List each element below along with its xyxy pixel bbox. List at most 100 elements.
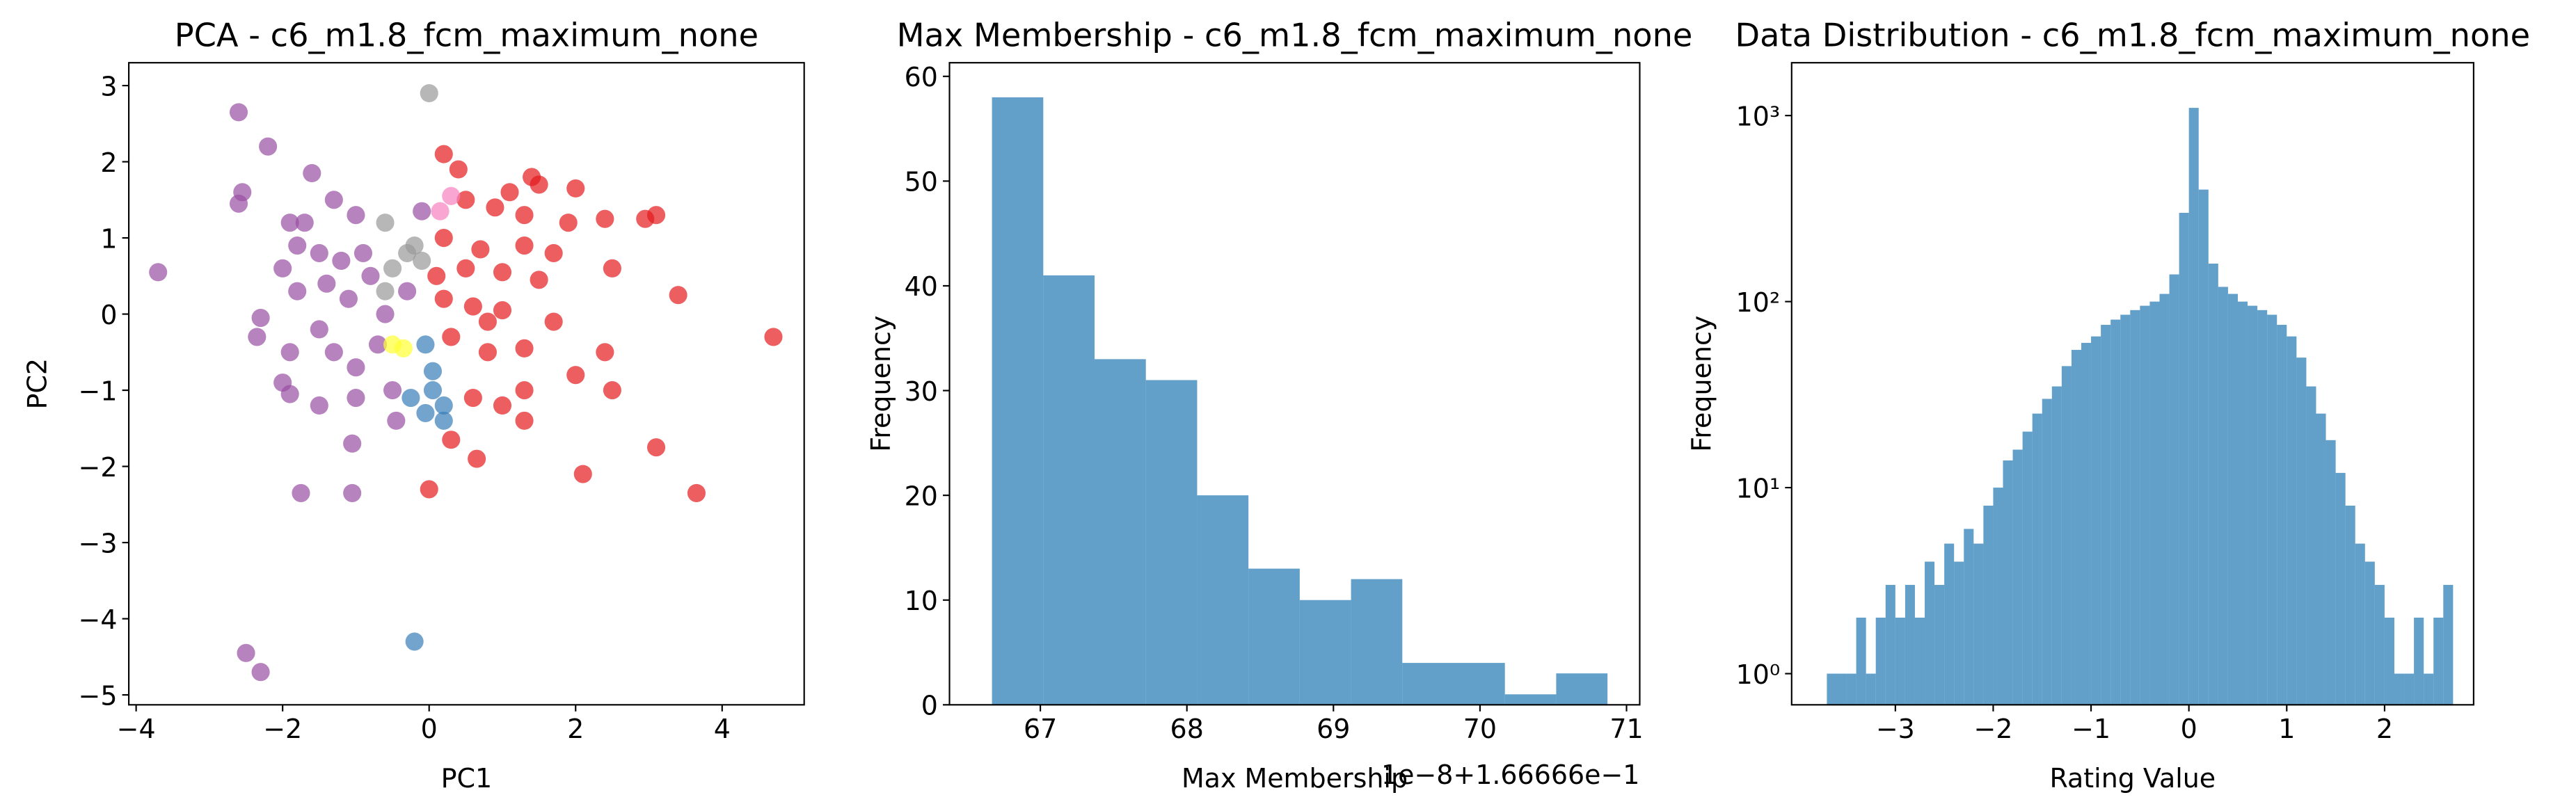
y-tick-label: 20 xyxy=(905,481,938,511)
bar xyxy=(2120,314,2131,705)
point xyxy=(493,396,512,415)
bar xyxy=(1993,488,2003,705)
point xyxy=(353,243,373,263)
point xyxy=(288,236,307,255)
bar xyxy=(1095,359,1146,705)
bar xyxy=(2277,325,2287,705)
x-axis-label: Max Membership xyxy=(1182,763,1408,794)
bar xyxy=(2149,301,2160,705)
bar xyxy=(2071,350,2082,705)
bar xyxy=(2218,287,2228,705)
bar xyxy=(2130,310,2140,705)
x-tick-label: 69 xyxy=(1317,714,1350,744)
point xyxy=(273,259,292,278)
y-tick-label: 40 xyxy=(905,271,938,302)
bar xyxy=(1145,380,1198,705)
axes-frame xyxy=(1790,62,2474,706)
bar xyxy=(2394,673,2405,705)
bar xyxy=(2345,505,2355,705)
point xyxy=(376,214,395,232)
point xyxy=(530,271,548,289)
bar xyxy=(2227,294,2238,705)
bar xyxy=(2159,294,2170,705)
point xyxy=(515,411,534,430)
bar xyxy=(1954,561,1964,705)
point xyxy=(416,335,435,354)
x-tick-label: 70 xyxy=(1463,714,1497,744)
point xyxy=(515,236,534,255)
bar xyxy=(2443,584,2454,705)
bar xyxy=(2404,673,2415,705)
point xyxy=(387,411,406,430)
y-tick-label: 30 xyxy=(905,376,938,407)
point xyxy=(347,358,365,377)
y-tick-label: 10¹ xyxy=(1736,473,1781,504)
point xyxy=(423,381,443,400)
y-tick-label: 0 xyxy=(100,300,117,330)
x-tick-label: 1 xyxy=(2278,714,2295,744)
bar xyxy=(2325,440,2336,705)
point xyxy=(280,343,299,362)
x-tick-label: 0 xyxy=(421,714,438,744)
y-tick-label: −5 xyxy=(79,680,118,711)
bar xyxy=(1299,600,1351,705)
y-tick-label: −4 xyxy=(79,604,118,635)
marks xyxy=(1827,108,2454,705)
subplot: −3 −2 −1 0 1 2 10⁰ 10¹ 10² 10³ Data Distribution -… xyxy=(1687,16,2531,794)
point xyxy=(456,191,475,209)
bar xyxy=(2257,310,2268,705)
point xyxy=(280,385,299,403)
point xyxy=(544,312,563,331)
y-tick-label: 1 xyxy=(100,223,117,254)
bar xyxy=(1453,663,1505,705)
point xyxy=(493,301,512,320)
x-axis-offset: 1e−8+1.66666e−1 xyxy=(1381,760,1640,790)
subplot: 67 68 69 70 71 0 10 20 30 40 50 60 Max Membership - … xyxy=(866,16,1692,794)
y-axis-label: Frequency xyxy=(866,316,896,452)
bar xyxy=(2091,336,2101,705)
bar xyxy=(1402,663,1454,705)
point xyxy=(486,198,504,217)
bar xyxy=(2110,319,2121,705)
point xyxy=(471,240,490,259)
point xyxy=(259,137,278,156)
bar xyxy=(2003,460,2013,705)
y-tick-label: −2 xyxy=(79,452,118,483)
bar xyxy=(1964,529,1974,705)
bar xyxy=(2384,618,2394,705)
bar xyxy=(1856,618,1866,705)
point xyxy=(347,388,365,408)
point xyxy=(343,434,362,453)
point xyxy=(398,282,417,300)
bar xyxy=(1875,618,1886,705)
y-tick-label: 50 xyxy=(905,167,938,198)
bar xyxy=(1836,673,1847,705)
bar xyxy=(2287,336,2297,705)
bar xyxy=(1925,561,1935,705)
x-tick-label: −3 xyxy=(1876,714,1915,744)
bar xyxy=(2306,386,2316,705)
point xyxy=(596,343,614,362)
point xyxy=(646,438,666,457)
x-tick-label: −4 xyxy=(117,714,156,744)
y-tick-label: 10³ xyxy=(1736,101,1781,131)
point xyxy=(347,206,365,225)
point xyxy=(324,343,343,362)
point xyxy=(229,194,248,213)
point xyxy=(559,214,578,232)
y-tick-label: 10 xyxy=(905,586,938,616)
bar xyxy=(1556,673,1608,705)
x-tick-label: 68 xyxy=(1170,714,1204,744)
point xyxy=(295,214,314,232)
bar xyxy=(2012,449,2023,705)
bar xyxy=(1351,579,1403,705)
point xyxy=(251,308,270,328)
bar xyxy=(2296,358,2307,705)
bar xyxy=(1983,505,1994,705)
point xyxy=(237,643,255,662)
bar xyxy=(1973,543,1984,705)
point xyxy=(292,483,310,502)
y-tick-label: −3 xyxy=(79,528,118,559)
